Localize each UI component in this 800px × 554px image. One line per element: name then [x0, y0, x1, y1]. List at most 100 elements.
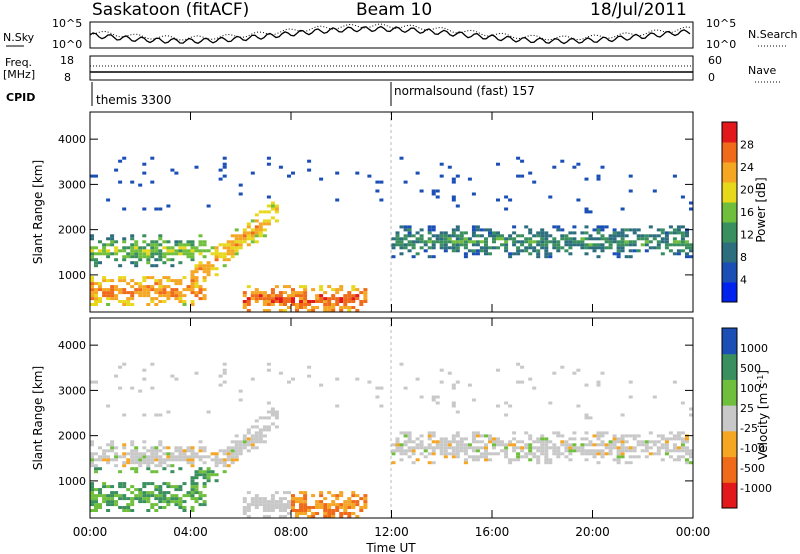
velocity-cell [592, 434, 597, 438]
power-cell [427, 237, 432, 241]
velocity-cell [262, 434, 267, 438]
velocity-cell [303, 512, 308, 515]
power-cell [568, 243, 573, 247]
velocity-cell [676, 434, 681, 438]
power-cell [431, 192, 436, 196]
power-cell [524, 225, 529, 229]
power-cell [624, 243, 629, 247]
velocity-cell [455, 434, 460, 438]
velocity-cell [403, 440, 408, 444]
velocity-cell [307, 515, 312, 518]
velocity-cell [620, 443, 625, 447]
power-cell [182, 276, 187, 280]
power-cell [564, 237, 569, 241]
velocity-cell [230, 452, 235, 456]
power-cell [274, 285, 279, 289]
power-cell [246, 222, 251, 226]
power-cell [528, 246, 533, 250]
power-cell [467, 177, 472, 181]
power-cell [311, 309, 316, 312]
velocity-cell [190, 461, 195, 465]
velocity-cell [600, 440, 605, 444]
velocity-cell [339, 503, 344, 507]
velocity-cell [648, 446, 653, 450]
power-cell [122, 291, 127, 295]
velocity-cell [266, 410, 271, 414]
power-cell [90, 282, 94, 286]
power-cell [266, 210, 271, 214]
velocity-cell [126, 506, 131, 509]
velocity-cell [689, 455, 693, 459]
velocity-cell [206, 410, 211, 414]
power-cell [427, 246, 432, 250]
velocity-cell [202, 494, 207, 498]
power-cell [685, 246, 689, 250]
power-cell [254, 240, 259, 244]
velocity-cell [94, 494, 98, 498]
velocity-cell [230, 455, 235, 459]
colorbar-swatch [722, 456, 737, 483]
power-cell [584, 252, 589, 256]
velocity-cell [347, 503, 352, 507]
velocity-cell [471, 446, 476, 450]
power-cell [230, 234, 235, 238]
velocity-cell [134, 461, 139, 465]
power-cell [94, 246, 98, 250]
velocity-cell [415, 437, 420, 441]
velocity-cell [616, 449, 621, 453]
velocity-cell [339, 494, 344, 498]
power-cell [134, 282, 139, 286]
velocity-cell [536, 446, 541, 450]
velocity-cell [660, 434, 665, 438]
power-cell [556, 225, 561, 229]
velocity-cell [520, 440, 525, 444]
velocity-cell [411, 449, 416, 453]
power-cell [114, 294, 119, 298]
power-cell [246, 285, 251, 289]
power-cell [190, 270, 195, 274]
power-cell [451, 243, 456, 247]
power-cell [242, 234, 247, 238]
power-cell [150, 249, 155, 253]
power-cell [572, 165, 577, 169]
velocity-cell [451, 434, 456, 438]
velocity-cell [287, 512, 291, 515]
velocity-cell [467, 383, 472, 387]
velocity-cell [102, 449, 107, 453]
velocity-cell [262, 509, 267, 512]
power-cell [660, 237, 665, 241]
power-cell [122, 246, 127, 250]
power-cell [166, 297, 171, 301]
power-cell [664, 243, 669, 247]
power-cell [375, 180, 380, 184]
power-cell [584, 243, 589, 247]
frequency-panel: Freq. [MHz] 18 8 60 0 Nave [3, 54, 780, 84]
velocity-cell [459, 446, 464, 450]
velocity-cell [174, 503, 179, 507]
power-cell [475, 243, 480, 247]
velocity-cell [395, 443, 400, 447]
power-cell [664, 246, 669, 250]
velocity-cell [110, 485, 115, 489]
velocity-cell [584, 452, 589, 456]
velocity-cell [608, 449, 613, 453]
velocity-cell [604, 452, 609, 456]
velocity-cell [162, 461, 167, 465]
velocity-cell [528, 434, 533, 438]
power-cell [242, 306, 247, 309]
power-cell [186, 255, 191, 259]
velocity-cell [680, 431, 685, 435]
power-cell [455, 228, 460, 232]
power-cell [270, 207, 275, 211]
noise-left-tick-top: 10^5 [52, 17, 82, 30]
power-cell [620, 246, 625, 250]
velocity-cell [242, 440, 247, 444]
power-cell [234, 249, 239, 253]
power-cell [250, 171, 255, 175]
velocity-cell [182, 449, 187, 453]
velocity-cell [572, 443, 577, 447]
velocity-cell [451, 452, 456, 456]
power-cell [467, 237, 472, 241]
velocity-cell [150, 482, 155, 486]
power-cell [544, 255, 549, 259]
